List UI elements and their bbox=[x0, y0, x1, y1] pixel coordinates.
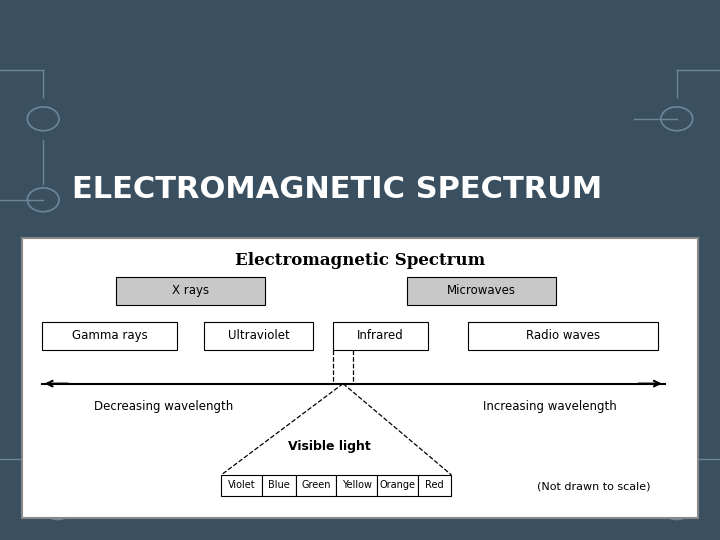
Text: ELECTROMAGNETIC SPECTRUM: ELECTROMAGNETIC SPECTRUM bbox=[72, 174, 602, 204]
Bar bbox=[22, 238, 698, 518]
Bar bbox=[336, 475, 377, 496]
Text: Electromagnetic Spectrum: Electromagnetic Spectrum bbox=[235, 252, 485, 268]
Text: Red: Red bbox=[425, 481, 444, 490]
Text: Yellow: Yellow bbox=[341, 481, 372, 490]
Text: Visible light: Visible light bbox=[288, 440, 371, 453]
Bar bbox=[42, 322, 177, 350]
Bar bbox=[262, 475, 296, 496]
Text: Blue: Blue bbox=[268, 481, 289, 490]
Text: Radio waves: Radio waves bbox=[526, 329, 600, 342]
Bar bbox=[408, 277, 557, 305]
Text: Green: Green bbox=[301, 481, 330, 490]
Text: (Not drawn to scale): (Not drawn to scale) bbox=[536, 481, 650, 491]
Text: Infrared: Infrared bbox=[357, 329, 404, 342]
Text: Microwaves: Microwaves bbox=[447, 285, 516, 298]
Text: Gamma rays: Gamma rays bbox=[72, 329, 148, 342]
Text: Ultraviolet: Ultraviolet bbox=[228, 329, 289, 342]
Bar bbox=[377, 475, 418, 496]
Bar bbox=[333, 322, 428, 350]
Bar bbox=[117, 277, 265, 305]
Text: Orange: Orange bbox=[379, 481, 415, 490]
Bar bbox=[468, 322, 658, 350]
Bar bbox=[418, 475, 451, 496]
Text: Violet: Violet bbox=[228, 481, 256, 490]
Bar bbox=[204, 322, 312, 350]
Bar bbox=[221, 475, 262, 496]
Text: X rays: X rays bbox=[172, 285, 210, 298]
Text: Decreasing wavelength: Decreasing wavelength bbox=[94, 400, 233, 413]
Bar bbox=[296, 475, 336, 496]
Text: Increasing wavelength: Increasing wavelength bbox=[482, 400, 616, 413]
